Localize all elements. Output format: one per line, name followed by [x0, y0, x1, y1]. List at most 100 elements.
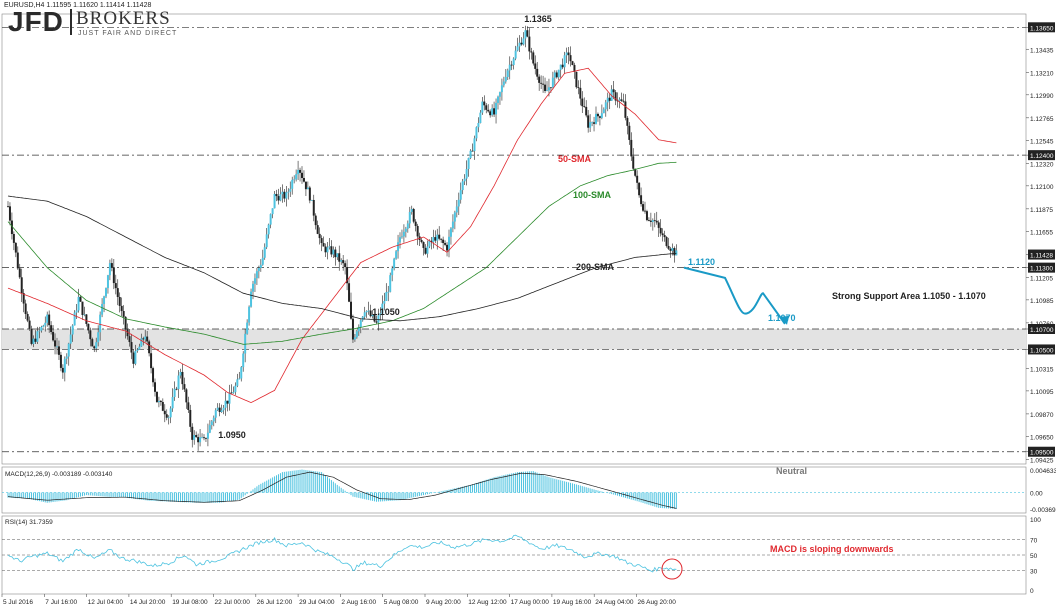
candle-body [322, 243, 325, 247]
candle-body [99, 314, 102, 333]
candle-body [402, 231, 405, 237]
candle-body [661, 233, 664, 236]
sma-200-line [7, 195, 677, 322]
candle-body [471, 150, 474, 152]
candle-body [512, 58, 515, 66]
candle-body [150, 353, 153, 369]
candle-body [108, 263, 111, 276]
candle-body [489, 111, 492, 116]
candle-body [61, 367, 64, 373]
candle-body [565, 52, 568, 56]
candle-body [89, 330, 92, 340]
candle-body [212, 417, 215, 422]
candle-body [54, 340, 57, 347]
candle-body [442, 239, 445, 244]
candle-body [434, 237, 437, 241]
candle-body [346, 267, 349, 284]
macd-y-tick-label: 0.00 [1030, 491, 1043, 498]
rsi-y-tick-label: 100 [1030, 517, 1041, 524]
candle-body [110, 263, 113, 268]
candle-body [510, 64, 513, 66]
candle-body [624, 101, 627, 118]
candle-body [485, 105, 488, 110]
candle-body [314, 215, 317, 226]
candle-body [634, 168, 637, 176]
candle-body [571, 61, 574, 65]
candle-body [618, 99, 621, 102]
candle-body [65, 356, 68, 359]
candle-body [26, 313, 29, 321]
candle-body [524, 30, 527, 39]
x-tick-label: 12 Jul 04:00 [88, 599, 124, 606]
forecast-arrow-head [780, 315, 789, 325]
candle-body [34, 338, 37, 342]
candle-body [534, 63, 537, 69]
candle-body [551, 77, 554, 88]
candle-body [355, 331, 358, 338]
candle-body [63, 358, 66, 373]
candle-body [479, 112, 482, 123]
candle-body [10, 220, 13, 235]
candle-body [532, 52, 535, 64]
candle-body [612, 89, 615, 93]
main-panel-frame [1, 13, 1027, 465]
candle-body [514, 50, 517, 59]
candle-body [516, 46, 519, 51]
annotation-low-support: 1.1050 [372, 307, 400, 317]
rsi-line [7, 534, 677, 573]
candle-body [44, 322, 47, 326]
candle-body [144, 336, 147, 340]
candle-body [353, 337, 356, 340]
candle-body [7, 206, 9, 208]
candle-body [140, 338, 143, 347]
candle-body [232, 392, 235, 394]
candle-body [526, 30, 529, 37]
candle-body [377, 315, 380, 323]
candle-body [248, 306, 251, 323]
candle-body [638, 182, 641, 196]
candle-body [181, 371, 184, 385]
candle-body [252, 283, 254, 292]
candle-body [453, 212, 456, 222]
candle-body [367, 310, 370, 312]
x-tick-label: 19 Aug 16:00 [553, 599, 592, 606]
candle-body [553, 72, 556, 78]
candle-body [391, 268, 394, 276]
candle-body [463, 178, 466, 182]
candle-body [657, 222, 660, 228]
candle-body [665, 237, 668, 246]
candle-body [159, 400, 162, 403]
candle-body [302, 177, 305, 182]
candle-body [393, 258, 396, 269]
candle-body [383, 300, 386, 304]
candle-body [397, 242, 400, 252]
candle-body [369, 310, 372, 317]
logo-brokers-text: BROKERS [76, 8, 171, 29]
candle-body [308, 187, 311, 201]
candle-body [48, 314, 51, 326]
candle-body [93, 346, 96, 349]
macd-y-tick-label: 0.004633 [1030, 468, 1056, 475]
candle-body [455, 206, 458, 213]
candle-body [547, 87, 550, 91]
candle-body [250, 291, 253, 307]
candle-body [549, 87, 552, 89]
macd-title: MACD(12,26,9) -0.003189 -0.003140 [5, 471, 113, 478]
candle-body [416, 225, 419, 237]
candle-body [475, 127, 478, 139]
annotation-low: 1.0950 [218, 430, 246, 440]
candle-body [389, 275, 392, 292]
logo-tagline: JUST FAIR AND DIRECT [78, 30, 178, 37]
candle-body [500, 85, 503, 93]
candle-body [257, 267, 260, 272]
candle-body [59, 354, 62, 368]
candle-body [38, 330, 41, 332]
candle-body [157, 400, 160, 403]
x-tick-label: 22 Jul 00:00 [215, 599, 251, 606]
candle-body [295, 174, 298, 180]
candle-body [591, 122, 594, 124]
candle-body [285, 192, 288, 199]
price-label-box [1028, 324, 1055, 334]
candle-body [428, 240, 431, 247]
candle-body [406, 223, 409, 229]
